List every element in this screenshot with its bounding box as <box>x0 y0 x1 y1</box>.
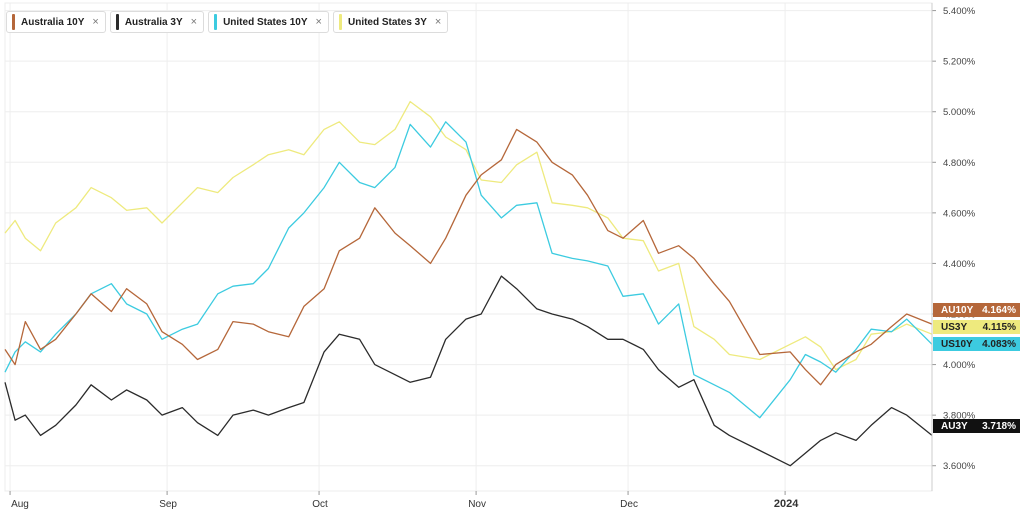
tag-value: 4.164% <box>982 304 1016 316</box>
tag-label: AU10Y <box>941 304 974 316</box>
y-tick-label: 4.400% <box>943 259 976 270</box>
legend-item-australia-10y[interactable]: Australia 10Y × <box>6 11 106 33</box>
legend-swatch <box>12 14 15 30</box>
series-line-australia-3y <box>4 275 933 467</box>
x-tick-label: Aug <box>11 499 29 510</box>
y-tick-label: 3.600% <box>943 461 976 472</box>
close-icon[interactable]: × <box>190 16 198 28</box>
price-tag-au10y: AU10Y 4.164% <box>933 303 1020 317</box>
tag-label: US10Y <box>941 338 973 350</box>
x-tick-label: Dec <box>620 499 638 510</box>
close-icon[interactable]: × <box>92 16 99 28</box>
axes: 3.600%3.800%4.000%4.200%4.400%4.600%4.80… <box>9 3 976 510</box>
y-tick-label: 5.400% <box>943 6 976 17</box>
tag-value: 4.115% <box>982 321 1016 333</box>
plot-frame <box>4 2 933 492</box>
y-tick-label: 4.000% <box>943 360 976 371</box>
tag-label: AU3Y <box>941 420 968 432</box>
x-tick-label: Sep <box>159 499 177 510</box>
y-tick-label: 3.800% <box>943 411 976 422</box>
series-line-australia-10y <box>4 128 933 386</box>
tag-label: US3Y <box>941 321 968 333</box>
y-tick-label: 4.800% <box>943 158 976 169</box>
tag-value: 3.718% <box>982 420 1016 432</box>
y-tick-label: 4.600% <box>943 208 976 219</box>
legend-item-united-states-3y[interactable]: United States 3Y × <box>332 11 449 33</box>
legend: Australia 10Y × Australia 3Y × United St… <box>6 11 449 33</box>
legend-label: United States 3Y <box>347 16 427 28</box>
tag-value: 4.083% <box>982 338 1016 350</box>
x-tick-label: Nov <box>468 499 486 510</box>
legend-swatch <box>115 14 119 30</box>
legend-item-australia-3y[interactable]: Australia 3Y × <box>109 11 205 33</box>
legend-swatch <box>338 14 342 30</box>
legend-label: Australia 3Y <box>124 16 183 28</box>
y-tick-label: 5.000% <box>943 107 976 118</box>
legend-swatch <box>214 14 218 30</box>
gridlines <box>4 2 933 492</box>
series-line-united-states-3y <box>4 100 933 371</box>
x-tick-label: 2024 <box>774 498 799 510</box>
series-line-united-states-10y <box>4 121 933 419</box>
price-tag-au3y: AU3Y 3.718% <box>933 419 1020 433</box>
close-icon[interactable]: × <box>315 16 322 28</box>
legend-label: Australia 10Y <box>21 16 85 28</box>
price-tag-us10y: US10Y 4.083% <box>933 337 1020 351</box>
close-icon[interactable]: × <box>434 16 442 28</box>
series-lines <box>4 100 933 467</box>
legend-item-united-states-10y[interactable]: United States 10Y × <box>208 11 329 33</box>
price-tag-us3y: US3Y 4.115% <box>933 320 1020 334</box>
x-tick-label: Oct <box>312 499 328 510</box>
y-tick-label: 5.200% <box>943 57 976 68</box>
legend-label: United States 10Y <box>223 16 308 28</box>
